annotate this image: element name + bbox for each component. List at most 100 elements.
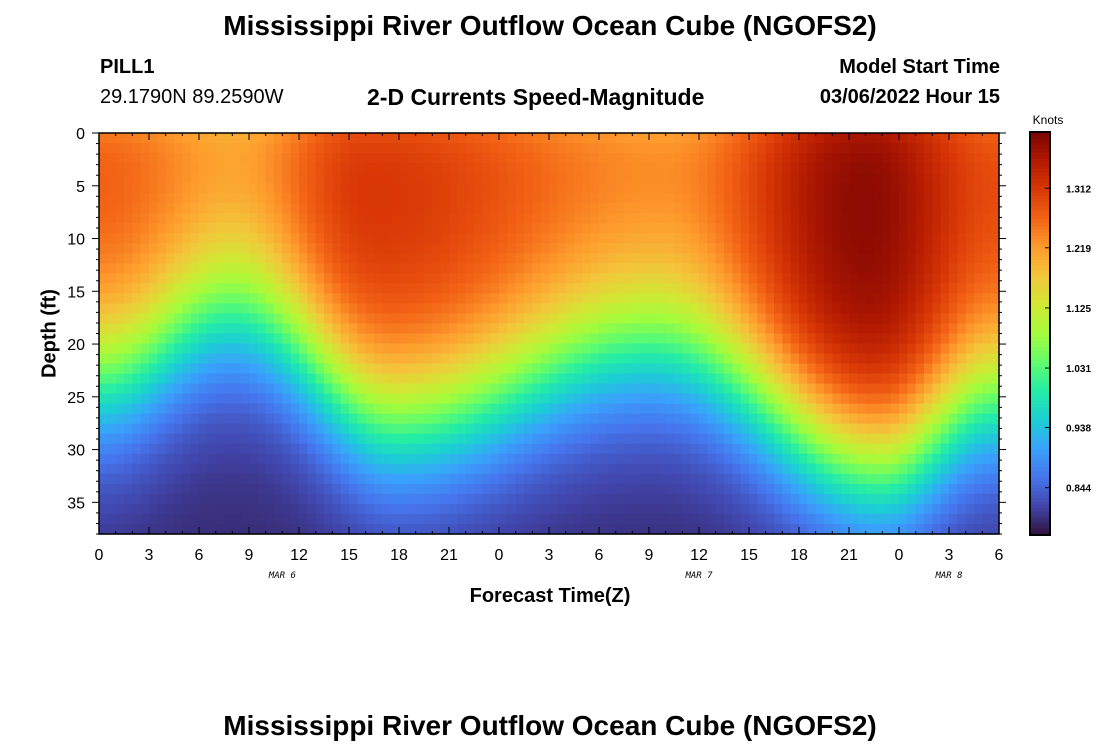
heatmap-cell <box>799 273 808 284</box>
heatmap-cell <box>624 383 633 395</box>
heatmap-cell <box>740 523 750 535</box>
heatmap-cell <box>499 443 508 455</box>
heatmap-cell <box>965 293 975 305</box>
heatmap-cell <box>390 313 400 325</box>
heatmap-cell <box>107 193 117 204</box>
heatmap-cell <box>940 513 950 525</box>
heatmap-cell <box>265 293 275 305</box>
colorbar-strip <box>1030 511 1050 516</box>
heatmap-cell <box>282 333 292 345</box>
heatmap-cell <box>615 393 625 405</box>
heatmap-cell <box>615 523 625 535</box>
heatmap-cell <box>315 513 325 525</box>
heatmap-cell <box>882 483 892 495</box>
heatmap-cell <box>390 433 400 445</box>
heatmap-cell <box>199 323 208 335</box>
heatmap-cell <box>265 223 275 234</box>
heatmap-cell <box>665 253 675 264</box>
heatmap-cell <box>215 343 225 355</box>
heatmap-cell <box>382 333 392 345</box>
heatmap-cell <box>882 403 892 415</box>
heatmap-cell <box>707 133 717 144</box>
heatmap-cell <box>657 293 667 305</box>
heatmap-cell <box>532 303 542 315</box>
heatmap-cell <box>799 363 808 375</box>
heatmap-cell <box>907 133 917 144</box>
heatmap-cell <box>165 373 175 385</box>
heatmap-cell <box>815 283 825 295</box>
heatmap-cell <box>540 173 550 184</box>
heatmap-cell <box>807 213 817 224</box>
heatmap-cell <box>574 503 583 515</box>
heatmap-cell <box>449 243 458 254</box>
heatmap-cell <box>799 333 808 345</box>
heatmap-cell <box>890 143 900 154</box>
heatmap-cell <box>682 433 692 445</box>
heatmap-cell <box>332 293 342 305</box>
heatmap-cell <box>882 493 892 505</box>
heatmap-cell <box>607 353 617 365</box>
heatmap-cell <box>615 213 625 224</box>
heatmap-cell <box>865 513 875 525</box>
colorbar-strip <box>1030 303 1050 308</box>
heatmap-cell <box>224 253 233 264</box>
heatmap-cell <box>449 203 458 214</box>
heatmap-cell <box>449 463 458 475</box>
heatmap-cell <box>457 143 467 154</box>
heatmap-cell <box>407 263 417 274</box>
heatmap-cell <box>690 183 700 194</box>
heatmap-cell <box>615 243 625 254</box>
heatmap-cell <box>907 353 917 365</box>
heatmap-cell <box>982 443 992 455</box>
heatmap-cell <box>290 363 300 375</box>
heatmap-cell <box>990 353 1000 365</box>
heatmap-cell <box>974 393 983 405</box>
colorbar-strip <box>1030 236 1050 241</box>
heatmap-cell <box>299 183 308 194</box>
heatmap-cell <box>157 133 167 144</box>
heatmap-cell <box>990 413 1000 425</box>
heatmap-cell <box>640 243 650 254</box>
heatmap-cell <box>424 263 433 274</box>
heatmap-cell <box>649 383 658 395</box>
heatmap-cell <box>757 173 767 184</box>
heatmap-cell <box>507 313 517 325</box>
heatmap-cell <box>207 503 217 515</box>
heatmap-cell <box>565 483 575 495</box>
heatmap-cell <box>149 383 158 395</box>
heatmap-cell <box>157 443 167 455</box>
heatmap-cell <box>507 213 517 224</box>
heatmap-cell <box>290 333 300 345</box>
heatmap-cell <box>357 453 367 465</box>
heatmap-cell <box>382 363 392 375</box>
heatmap-cell <box>749 133 758 144</box>
colorbar-strip <box>1030 400 1050 405</box>
heatmap-cell <box>740 303 750 315</box>
heatmap-cell <box>482 323 492 335</box>
heatmap-cell <box>774 213 783 224</box>
heatmap-cell <box>974 233 983 244</box>
heatmap-cell <box>124 403 133 415</box>
heatmap-cell <box>907 423 917 435</box>
heatmap-cell <box>482 243 492 254</box>
heatmap-cell <box>424 143 433 154</box>
heatmap-cell <box>332 473 342 485</box>
heatmap-cell <box>665 333 675 345</box>
heatmap-cell <box>690 523 700 535</box>
heatmap-cell <box>590 423 600 435</box>
heatmap-cell <box>990 283 1000 295</box>
heatmap-cell <box>832 453 842 465</box>
heatmap-cell <box>424 423 433 435</box>
heatmap-cell <box>282 163 292 174</box>
heatmap-cell <box>207 513 217 525</box>
heatmap-cell <box>440 193 450 204</box>
heatmap-cell <box>865 423 875 435</box>
heatmap-cell <box>724 173 733 184</box>
heatmap-cell <box>782 493 792 505</box>
heatmap-cell <box>540 303 550 315</box>
heatmap-cell <box>415 413 425 425</box>
heatmap-cell <box>299 503 308 515</box>
heatmap-cell <box>865 523 875 535</box>
heatmap-cell <box>932 203 942 214</box>
heatmap-cell <box>524 283 533 295</box>
